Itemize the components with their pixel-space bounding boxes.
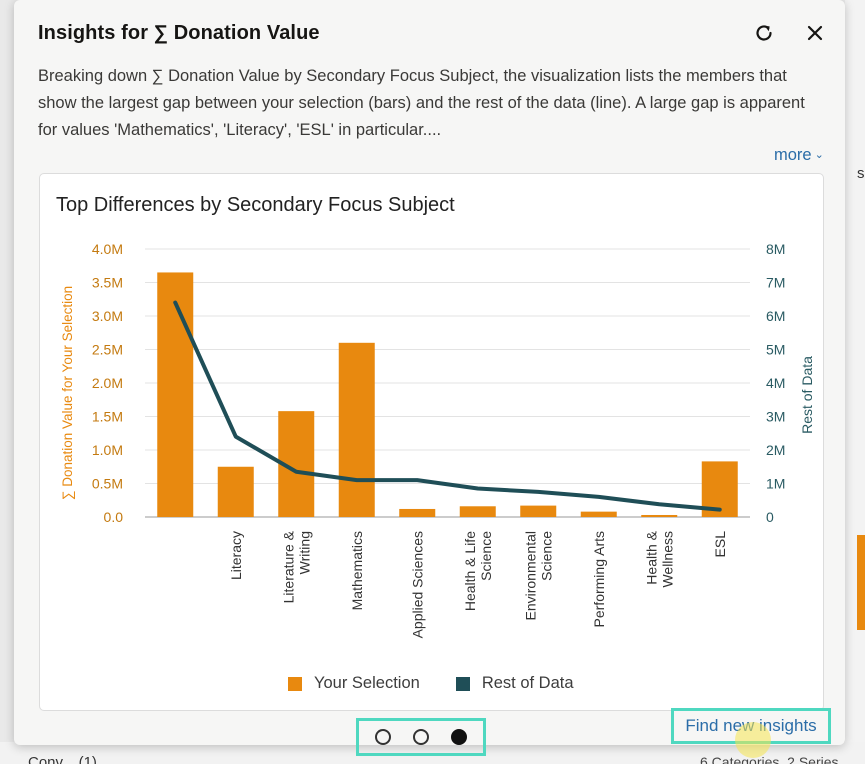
insights-panel: Insights for ∑ Donation Value Breaking d… <box>14 0 845 745</box>
background-app-right: s <box>845 0 865 764</box>
chart-legend: Your Selection Rest of Data <box>288 674 610 693</box>
chart-card: Top Differences by Secondary Focus Subje… <box>39 173 824 711</box>
legend-swatch-your-selection <box>288 676 302 691</box>
y2-tick-label: 7M <box>766 275 785 291</box>
background-bottom-left-text: Conv... (1) <box>28 754 97 764</box>
y2-tick-label: 4M <box>766 375 785 391</box>
pagination-dot-1[interactable] <box>375 729 391 745</box>
x-tick-label: Literacy <box>228 531 244 580</box>
legend-label-your-selection: Your Selection <box>314 674 420 692</box>
chevron-down-icon: ⌄ <box>814 149 824 161</box>
background-bar <box>857 535 865 630</box>
bar <box>459 506 496 517</box>
background-text: s <box>857 165 865 182</box>
refresh-glyph <box>756 25 772 41</box>
y-tick-label: 2.0M <box>92 375 123 391</box>
y2-tick-label: 8M <box>766 241 785 257</box>
background-bottom-right-text: 6 Categories, 2 Series <box>700 754 839 764</box>
more-link[interactable]: more ⌄ <box>774 146 824 165</box>
chart-svg: 0.0 0.5M 1.0M 1.5M 2.0M 2.5M 3.0M 3.5M 4.0M 0 1M 2M… <box>60 241 815 638</box>
close-glyph <box>807 25 823 41</box>
close-icon[interactable] <box>800 18 830 48</box>
y-tick-label: 0.5M <box>92 476 123 492</box>
pagination-dot-3[interactable] <box>451 729 467 745</box>
x-tick-label: Health &Wellness <box>643 530 675 587</box>
bar <box>580 511 617 517</box>
bar <box>520 505 557 517</box>
legend-swatch-rest-of-data <box>455 676 470 691</box>
x-tick-label: Mathematics <box>349 531 365 610</box>
refresh-icon[interactable] <box>749 18 779 48</box>
legend-label-rest-of-data: Rest of Data <box>481 674 574 692</box>
y2-tick-label: 0 <box>766 509 774 525</box>
y-tick-label: 2.5M <box>92 342 123 358</box>
y-tick-label: 4.0M <box>92 241 123 257</box>
insight-description: Breaking down ∑ Donation Value by Second… <box>38 67 805 139</box>
y-tick-label: 3.5M <box>92 275 123 291</box>
panel-title: Insights for ∑ Donation Value <box>38 22 320 44</box>
bar <box>641 514 678 517</box>
y2-axis-title: Rest of Data <box>799 356 815 434</box>
bar <box>217 466 254 517</box>
x-tick-label: Literature &Writing <box>280 530 312 603</box>
bar <box>399 508 436 517</box>
mouse-cursor-highlight <box>735 722 771 758</box>
bar <box>338 342 375 517</box>
x-tick-label: ESL <box>712 531 728 558</box>
legend-item-rest-of-data[interactable]: Rest of Data <box>455 674 574 693</box>
x-tick-label: Health & LifeScience <box>462 531 494 611</box>
x-tick-label: Performing Arts <box>591 531 607 627</box>
rest-of-data-line <box>173 300 722 512</box>
y2-tick-label: 6M <box>766 308 785 324</box>
y-tick-label: 0.0 <box>104 509 124 525</box>
pagination-dots <box>356 718 486 756</box>
chart-title: Top Differences by Secondary Focus Subje… <box>56 194 455 216</box>
y-axis-title: ∑ Donation Value for Your Selection <box>60 286 75 500</box>
x-tick-label: EnvironmentalScience <box>522 531 554 621</box>
x-tick-label: Applied Sciences <box>409 531 425 638</box>
pagination-dot-2[interactable] <box>413 729 429 745</box>
y-tick-label: 3.0M <box>92 308 123 324</box>
y2-tick-label: 5M <box>766 342 785 358</box>
y-tick-label: 1.5M <box>92 409 123 425</box>
bar <box>157 272 194 517</box>
y2-tick-label: 2M <box>766 442 785 458</box>
y2-tick-label: 1M <box>766 476 785 492</box>
y2-tick-label: 3M <box>766 409 785 425</box>
y-tick-label: 1.0M <box>92 442 123 458</box>
legend-item-your-selection[interactable]: Your Selection <box>288 674 420 693</box>
more-label: more <box>774 146 812 164</box>
